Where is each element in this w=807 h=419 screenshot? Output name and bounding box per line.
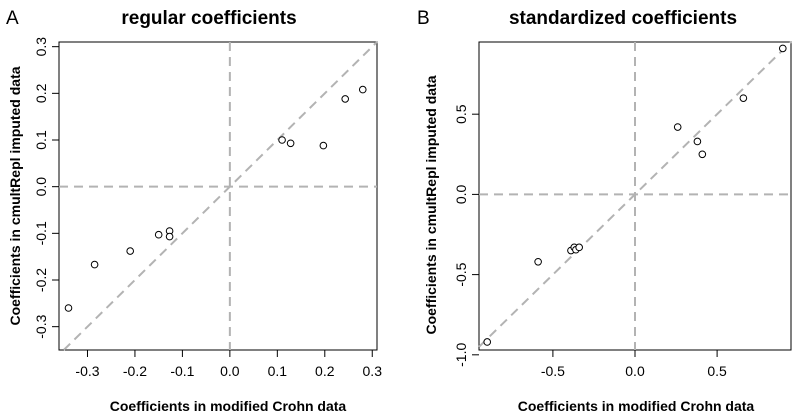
x-tick-label: -0.3 [75,363,99,379]
identity-line [478,41,792,348]
data-point [698,150,707,159]
x-tick-label: 0.2 [315,363,335,379]
data-point [90,260,99,269]
data-point [165,232,174,241]
x-tick-label: 0.1 [268,363,288,379]
y-tick-label: 0.0 [33,177,49,197]
data-point [64,304,73,312]
x-tick-label: -0.2 [123,363,147,379]
y-tick-label: 0.3 [33,37,49,57]
data-point [341,95,350,103]
data-point [126,247,134,255]
data-point [319,141,328,150]
x-tick-label: -0.1 [170,363,194,379]
y-tick-label: 0.5 [453,104,469,124]
y-tick-label: -0.5 [453,262,469,286]
x-tick-label: 0.5 [707,363,727,379]
data-point [575,243,583,252]
y-tick-label: 0.2 [33,83,49,103]
y-axis-title: Coefficients in cmultRepl imputed data [7,66,23,325]
panel-letter: A [6,8,19,29]
data-point [483,338,492,346]
chart-title: standardized coefficients [509,8,737,29]
data-point [693,137,702,146]
x-tick-label: 0.0 [625,363,645,379]
plot-area: -0.5 0.0 0.5 -1.0 -0.5 0.0 0.5 [453,41,792,379]
plot-area: -0.3 -0.2 -0.1 0.0 0.1 0.2 0.3 -0.3 -0.2 -0.1 0.0 0… [33,37,382,379]
y-axis-title: Coefficients in cmultRepl imputed data [423,75,439,334]
x-tick-label: -0.5 [541,363,565,379]
data-point [154,230,163,239]
data-point [673,123,682,131]
x-axis-title: Coefficients in modified Crohn data [518,398,755,414]
y-tick-label: 0.0 [453,184,469,204]
data-point [278,136,286,144]
y-tick-label: -0.3 [33,314,49,338]
y-tick-label: -0.2 [33,268,49,292]
y-tick-label: 0.1 [33,130,49,150]
y-tick-label: -1.0 [453,343,469,367]
data-point [286,139,295,148]
data-point [358,85,367,94]
panel-letter: B [417,8,430,29]
y-tick-label: -0.1 [33,221,49,245]
x-axis-title: Coefficients in modified Crohn data [110,398,347,414]
x-tick-label: 0.0 [220,363,240,379]
data-point [778,44,787,53]
plot-frame [58,41,378,351]
x-tick-label: 0.3 [363,363,383,379]
panel-a: A regular coefficients Coefficients in m… [6,8,382,414]
chart-title: regular coefficients [121,8,296,29]
data-point [739,94,748,102]
panel-b: B standardized coefficients Coefficients… [417,8,792,414]
data-point [534,257,542,266]
identity-line [63,41,378,351]
